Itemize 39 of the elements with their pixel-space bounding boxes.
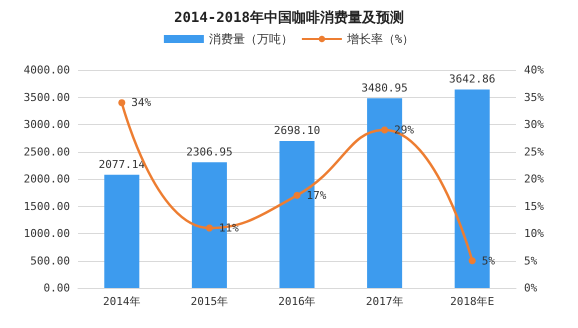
x-tick-label: 2015年 bbox=[190, 295, 228, 308]
y-tick-label: 4000.00 bbox=[24, 64, 70, 76]
y2-tick-label: 0% bbox=[524, 282, 538, 294]
y2-tick-label: 40% bbox=[524, 64, 544, 76]
y-tick-label: 500.00 bbox=[30, 254, 70, 268]
y2-tick-label: 20% bbox=[524, 172, 544, 186]
data-label: 2077.14 bbox=[98, 158, 146, 171]
y2-tick-label: 15% bbox=[524, 200, 544, 213]
data-label: 34% bbox=[131, 96, 152, 110]
y-tick-label: 1000.00 bbox=[24, 227, 70, 240]
y2-tick-label: 35% bbox=[524, 90, 544, 104]
y2-tick-label: 5% bbox=[524, 254, 538, 268]
legend-label: 增长率（%） bbox=[346, 32, 414, 46]
y-tick-label: 3500.00 bbox=[24, 90, 70, 104]
data-label: 11% bbox=[218, 222, 240, 235]
x-tick-label: 2016年 bbox=[278, 295, 316, 308]
y2-tick-label: 25% bbox=[524, 145, 544, 158]
y-tick-label: 2000.00 bbox=[24, 172, 70, 186]
data-label: 3480.95 bbox=[361, 81, 408, 94]
y2-tick-label: 10% bbox=[524, 227, 544, 240]
legend-label: 消费量（万吨） bbox=[208, 32, 293, 46]
y-tick-label: 2500.00 bbox=[24, 145, 70, 158]
point bbox=[381, 126, 388, 134]
chart-title: 2014-2018年中国咖啡消费量及预测 bbox=[174, 10, 404, 26]
point bbox=[206, 224, 213, 232]
x-tick-label: 2018年E bbox=[450, 295, 494, 308]
y2-tick-label: 30% bbox=[524, 118, 544, 131]
x-tick-label: 2017年 bbox=[366, 295, 404, 308]
point bbox=[294, 192, 300, 199]
data-label: 2698.10 bbox=[274, 124, 320, 137]
y-tick-label: 0.00 bbox=[44, 282, 70, 294]
y-tick-label: 1500.00 bbox=[24, 200, 70, 213]
data-label: 2306.95 bbox=[186, 145, 233, 158]
data-label: 3642.86 bbox=[449, 72, 496, 86]
point bbox=[118, 99, 126, 106]
x-tick-label: 2014年 bbox=[103, 295, 141, 308]
bar bbox=[104, 174, 140, 288]
point bbox=[468, 257, 476, 264]
y-tick-label: 3000.00 bbox=[24, 118, 70, 131]
